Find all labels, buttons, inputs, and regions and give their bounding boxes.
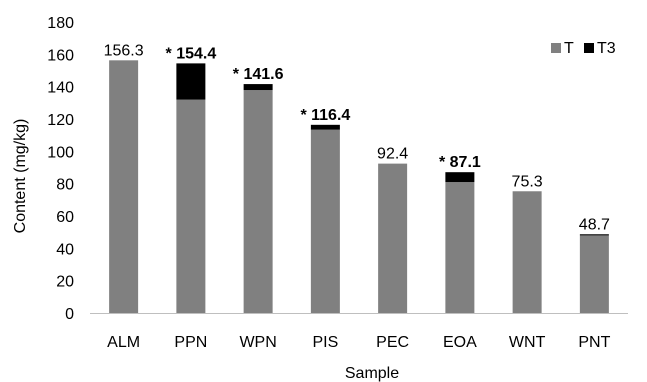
bar-t-wnt [512,191,542,313]
x-tick-label-alm: ALM [107,334,140,351]
legend-swatch-t3 [584,43,594,53]
bar-t-wpn [243,90,273,313]
y-tick-label: 40 [56,241,74,258]
legend-swatch-t [551,43,561,53]
data-label-ppn: * 154.4 [166,45,217,62]
legend-label-t3: T3 [597,40,616,57]
bar-t-pnt [579,235,609,313]
y-tick-label: 60 [56,209,74,226]
bar-t-pec [378,163,408,313]
x-axis-ticks: ALM PPN WPN PIS PEC EOA WNT PNT [107,334,610,351]
y-tick-label: 160 [47,47,74,64]
bar-t3-pnt [579,234,609,236]
y-tick-label: 80 [56,177,74,194]
x-tick-label-pnt: PNT [578,334,610,351]
x-tick-label-wpn: WPN [239,334,276,351]
y-tick-label: 0 [65,306,74,323]
y-tick-label: 20 [56,274,74,291]
bar-t3-pis [310,124,340,130]
y-axis-ticks: 0 20 40 60 80 100 120 140 160 180 [47,15,74,323]
y-tick-label: 120 [47,112,74,129]
data-labels: 156.3 * 154.4 * 141.6 * 116.4 92.4 * 87.1 75.3… [104,42,610,233]
bars [109,60,609,313]
data-label-alm: 156.3 [104,42,144,59]
bar-t-pis [310,129,340,313]
x-axis-title: Sample [345,365,399,382]
legend: T T3 [551,40,616,57]
bar-t-alm [109,60,139,313]
data-label-eoa: * 87.1 [439,154,481,171]
legend-label-t: T [564,40,574,57]
bar-t-eoa [445,182,475,313]
x-tick-label-eoa: EOA [443,334,477,351]
bar-t-ppn [176,99,206,313]
data-label-pec: 92.4 [377,146,408,163]
bar-t3-eoa [445,172,475,183]
data-label-pis: * 116.4 [300,107,350,124]
y-tick-label: 180 [47,15,74,32]
bar-t3-ppn [176,63,206,100]
data-label-wnt: 75.3 [512,173,543,190]
x-tick-label-pis: PIS [312,334,338,351]
data-label-pnt: 48.7 [579,216,610,233]
x-tick-label-ppn: PPN [174,334,207,351]
y-axis-title: Content (mg/kg) [12,119,29,234]
y-tick-label: 140 [47,80,74,97]
data-label-wpn: * 141.6 [233,66,284,83]
x-tick-label-wnt: WNT [509,334,546,351]
x-tick-label-pec: PEC [376,334,409,351]
bar-t3-wpn [243,84,273,91]
y-tick-label: 100 [47,144,74,161]
